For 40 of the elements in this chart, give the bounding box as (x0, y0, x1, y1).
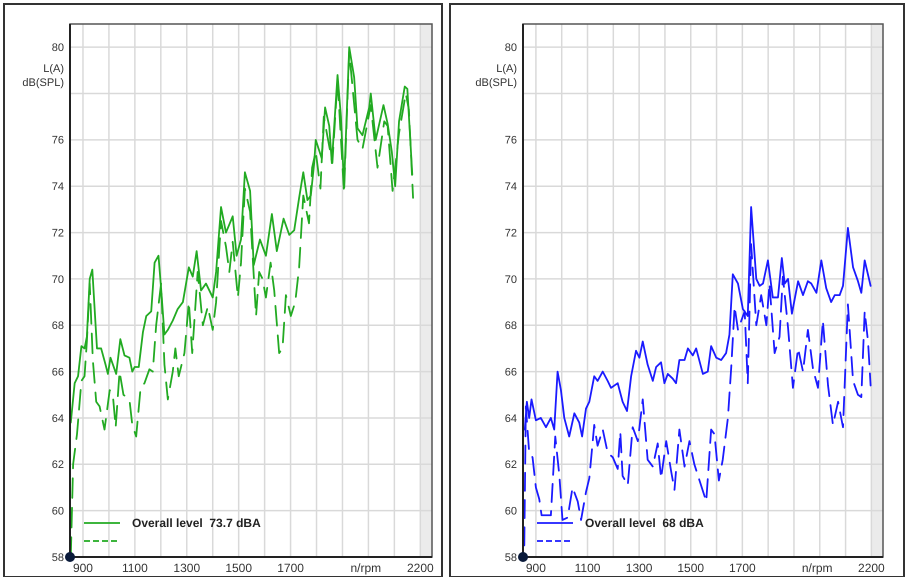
legend-label: Overall level 73.7 dBA (132, 516, 262, 530)
x-tick-label: 900 (72, 561, 94, 575)
y-tick-label: 66 (504, 366, 517, 378)
x-tick-label: 1500 (677, 561, 704, 575)
x-tick-label: 1700 (277, 561, 304, 575)
y-tick-label: 64 (504, 412, 517, 425)
x-axis-title: n/rpm (802, 561, 833, 575)
y-tick-label: 74 (52, 181, 64, 194)
y-tick-label: 72 (52, 227, 64, 240)
y-tick-label: 68 (52, 320, 64, 332)
y-tick-label: 64 (52, 412, 64, 425)
x-tick-label: 2200 (858, 561, 886, 575)
x-tick-label: 1500 (225, 561, 252, 575)
x-tick-label: 1300 (173, 561, 200, 575)
y-tick-label: 62 (52, 459, 64, 472)
y-axis-title: L(A) dB(SPL) (22, 63, 64, 89)
x-tick-label: 1100 (122, 561, 148, 575)
y-axis-title: L(A) dB(SPL) (475, 63, 517, 89)
x-tick-label: 900 (526, 561, 546, 575)
x-tick-label: 2200 (406, 561, 434, 575)
y-tick-label: 72 (504, 227, 517, 240)
y-tick-label: 80 (52, 42, 64, 54)
y-tick-label: 76 (504, 134, 517, 147)
x-axis-title: n/rpm (350, 561, 382, 575)
y-tick-label: 62 (504, 459, 517, 472)
y-tick-label: 60 (504, 506, 517, 518)
y-tick-label: 76 (52, 134, 64, 147)
y-tick-label: 60 (52, 506, 64, 518)
x-tick-label: 1700 (729, 561, 756, 575)
y-tick-label: 74 (504, 181, 517, 194)
y-tick-label: 66 (52, 366, 64, 378)
y-tick-label: 70 (52, 274, 64, 286)
y-tick-label: 80 (504, 42, 517, 54)
y-tick-label: 70 (504, 274, 517, 286)
x-tick-label: 1100 (574, 561, 601, 575)
y-tick-label: 58 (504, 552, 517, 564)
x-tick-label: 1300 (626, 561, 653, 575)
legend-label: Overall level 68 dBA (585, 516, 704, 530)
y-tick-label: 58 (52, 552, 64, 564)
y-tick-label: 68 (504, 320, 517, 332)
